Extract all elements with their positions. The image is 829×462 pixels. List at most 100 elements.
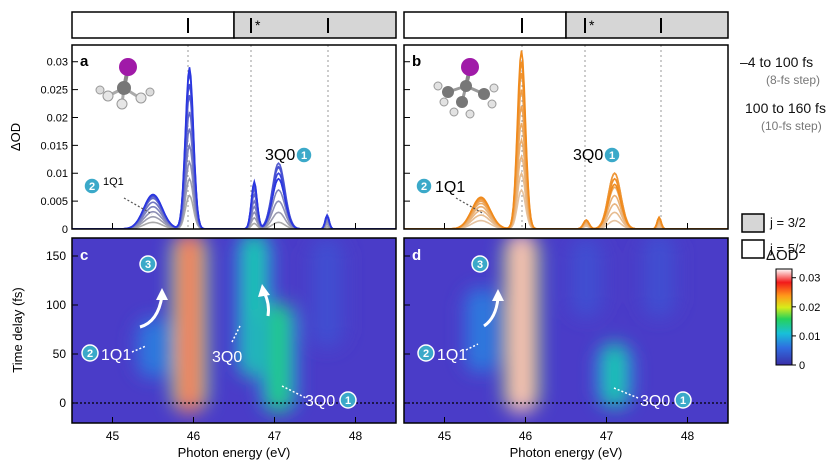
annot-c: 3 2 1Q1 3Q0 3Q0 1 [81, 255, 357, 410]
label-21Q1-b: 1Q1 [435, 179, 465, 196]
arrow-d [483, 297, 500, 328]
top-ytick-label: 0.025 [40, 85, 68, 97]
spectrum-line [72, 194, 396, 229]
bottom-ylabel: Time delay (fs) [10, 287, 25, 372]
svg-text:3: 3 [145, 259, 151, 271]
spectrum-line [72, 159, 396, 229]
spectrum-line [72, 111, 396, 229]
star-left: * [255, 17, 261, 33]
label-3Q0-c-right: 3Q0 [305, 393, 335, 410]
xtick-label: 45 [106, 429, 120, 443]
top-ytick-label: 0.03 [47, 57, 68, 69]
svg-text:1: 1 [301, 150, 307, 162]
panel-letter-b: b [412, 53, 421, 70]
heatmap-feature [606, 343, 623, 408]
svg-text:2: 2 [87, 348, 93, 360]
heatmap-c [72, 238, 396, 423]
heatmap-feature [578, 238, 594, 318]
j52-box-left [71, 11, 235, 39]
annot-a: 2 1Q1 3Q0 1 [83, 146, 313, 215]
badge-3-d [471, 255, 489, 273]
xlabel-left: Photon energy (eV) [178, 445, 291, 460]
svg-text:2: 2 [421, 181, 427, 193]
spectrum-line [404, 72, 728, 229]
panel-letter-d: d [412, 247, 421, 264]
bottom-ytick-label: 0 [59, 396, 66, 410]
svg-text:1: 1 [345, 395, 351, 407]
j-state-bar-left: * [71, 11, 397, 39]
label-3Q0-d: 3Q0 [640, 393, 670, 410]
peak-guides [187, 45, 662, 229]
xtick-label: 48 [349, 429, 363, 443]
legend-j52: j = 5/2 [770, 241, 806, 256]
j32-box-left [233, 11, 397, 39]
spectra-b [404, 50, 728, 229]
heatmap-feature [651, 238, 667, 318]
spectrum-line [404, 106, 728, 229]
label-3Q0-c-left: 3Q0 [212, 349, 242, 366]
svg-text:1: 1 [680, 395, 686, 407]
star-right: * [589, 17, 595, 33]
frame-a [71, 44, 397, 230]
xtick-label: 46 [187, 429, 201, 443]
xlabel-right: Photon energy (eV) [510, 445, 623, 460]
colorbar-tick-label: 0.02 [799, 302, 820, 314]
top-ylabel: ΔOD [8, 123, 23, 151]
badge-1-d [674, 391, 692, 409]
heatmap-feature [270, 303, 287, 413]
axis-ticks: 0 0.005 0.01 0.015 0.02 0.025 0.03 0 50 100 150 45 4… [40, 57, 694, 443]
heatmap-feature [246, 238, 262, 378]
spectrum-line [72, 95, 396, 229]
arrow-c-1 [139, 295, 164, 329]
colorbar-title: ΔOD [766, 247, 799, 264]
heatmap-feature [473, 288, 489, 373]
svg-text:3: 3 [477, 259, 483, 271]
label-21Q1-d: 1Q1 [437, 347, 467, 364]
badge-2-c [81, 344, 99, 362]
spectrum-line [404, 122, 728, 229]
top-ytick-label: 0.02 [47, 112, 68, 124]
heatmap-d [404, 238, 728, 423]
heatmap-feature [319, 238, 335, 348]
xtick-label: 48 [681, 429, 695, 443]
badge-2-d [417, 344, 435, 362]
legend-j32: j = 3/2 [770, 215, 806, 230]
legend-j32-swatch [741, 213, 765, 233]
colorbar [775, 268, 793, 366]
panel-letter-a: a [80, 53, 89, 70]
badge-1-c [339, 391, 357, 409]
annot-b: 2 1Q1 3Q0 1 [415, 146, 621, 215]
bottom-ytick-label: 150 [46, 249, 66, 263]
xtick-label: 46 [519, 429, 533, 443]
badge-3-c [139, 255, 157, 273]
panel-letter-c: c [80, 247, 88, 264]
label-3Q0-b: 3Q0 [573, 147, 603, 164]
colorbar-tick-label: 0.01 [799, 331, 820, 343]
badge-1-a [295, 146, 313, 164]
top-ytick-label: 0.01 [47, 168, 68, 180]
spectrum-line [404, 61, 728, 229]
bottom-ytick-label: 50 [53, 347, 67, 361]
badge-1-b [603, 146, 621, 164]
badge-2-a [83, 177, 101, 195]
top-ytick-label: 0 [62, 224, 68, 236]
svg-text:2: 2 [89, 181, 95, 193]
annot-d: 3 2 1Q1 3Q0 1 [417, 255, 692, 410]
label-21Q1-c: 1Q1 [101, 347, 131, 364]
xtick-label: 47 [268, 429, 282, 443]
colorbar-ticks: 0 0.01 0.02 0.03 [792, 273, 820, 372]
label-21Q1-a: 1Q1 [103, 176, 124, 188]
top-ytick-label: 0.005 [40, 196, 68, 208]
xtick-label: 47 [600, 429, 614, 443]
heatmap-feature [181, 238, 198, 413]
spectrum-line [72, 72, 396, 229]
legend-j52-swatch [741, 239, 765, 259]
frame-d [403, 237, 729, 424]
molecule-ch3i [95, 58, 155, 110]
bottom-ytick-label: 100 [46, 298, 66, 312]
spectrum-line [404, 50, 728, 229]
legend-range2-step: (10-fs step) [761, 119, 822, 133]
top-ytick-label: 0.015 [40, 140, 68, 152]
svg-text:2: 2 [423, 348, 429, 360]
